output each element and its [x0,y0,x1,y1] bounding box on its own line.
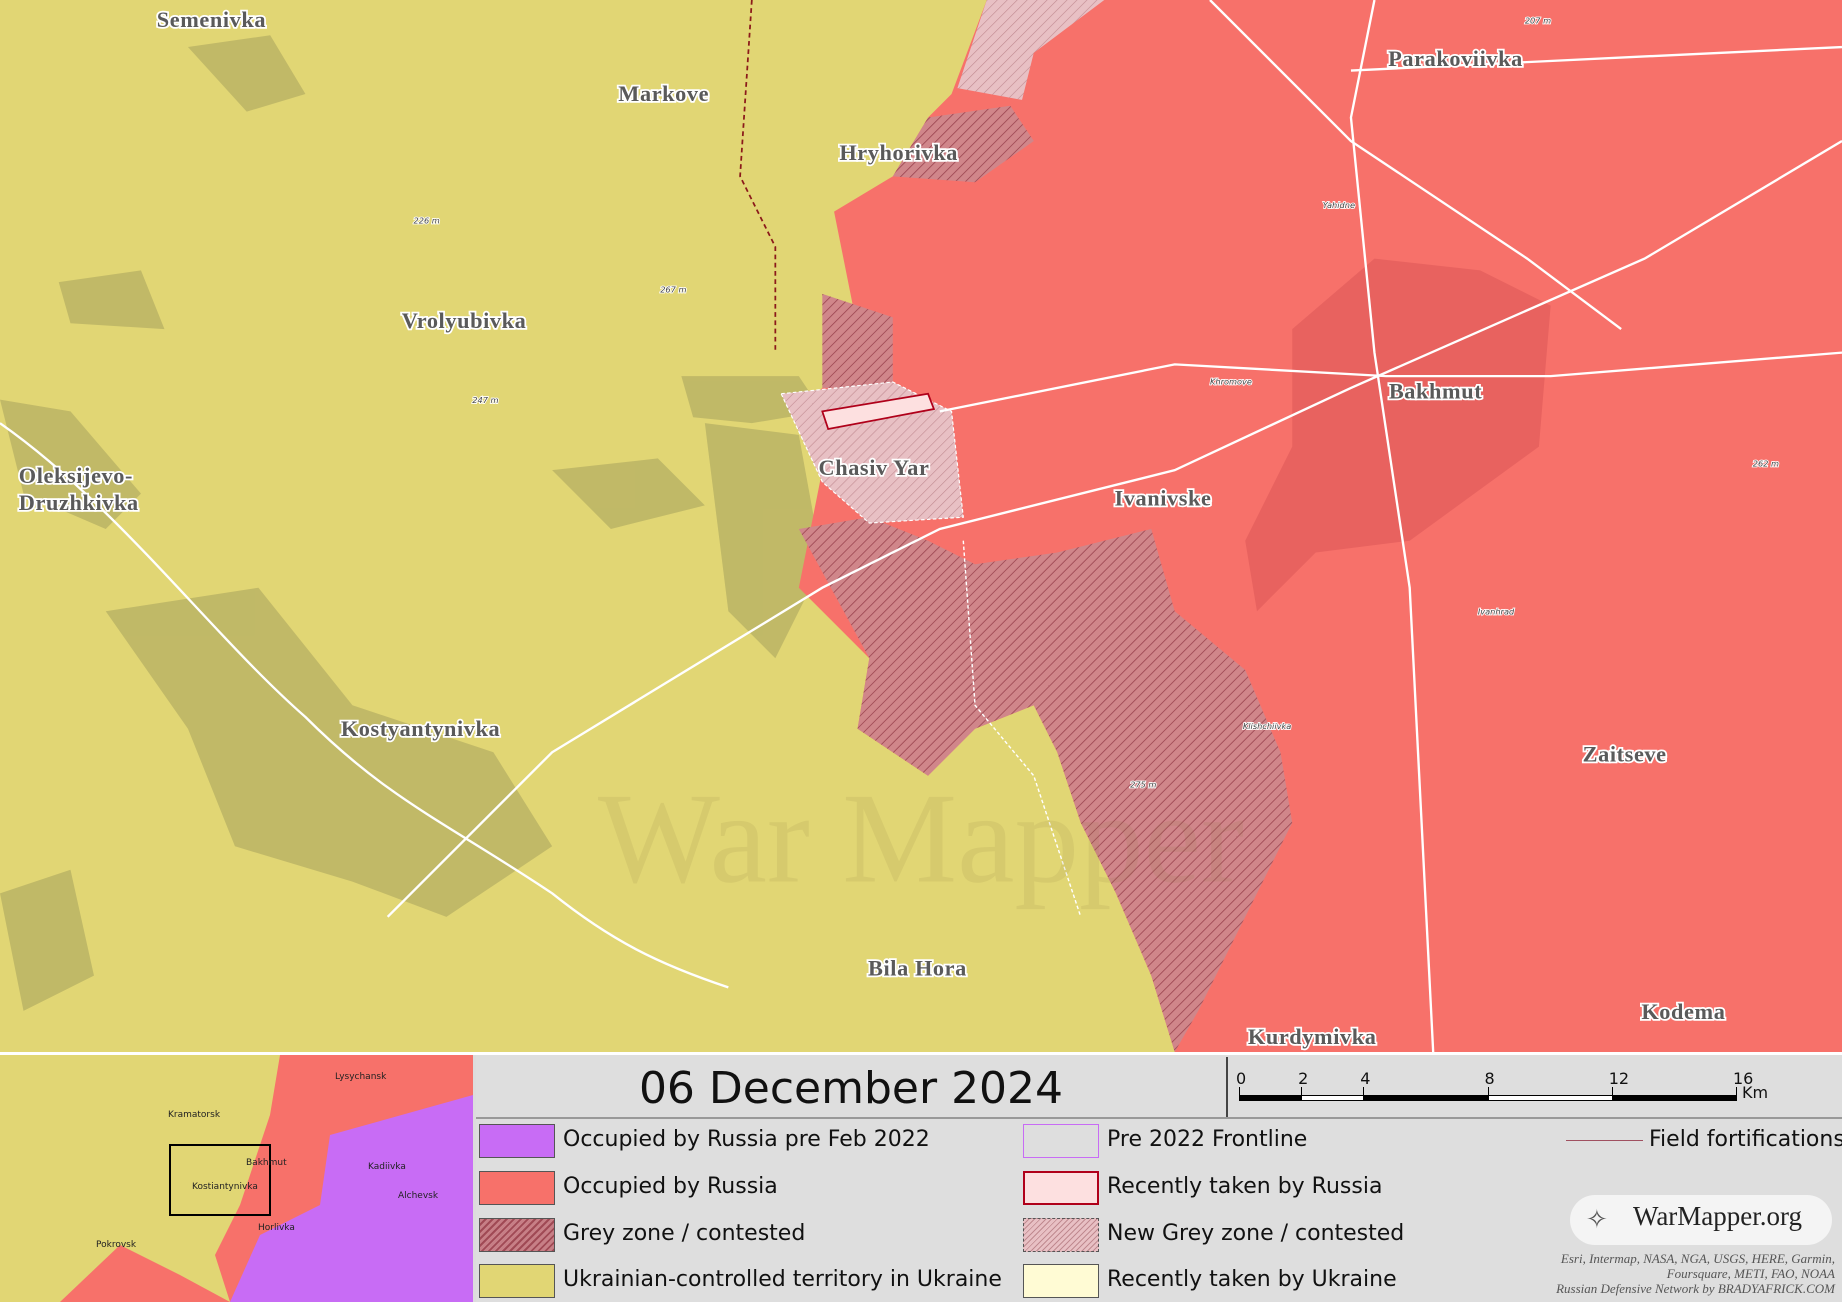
place-label: Kodema [1641,999,1725,1024]
scale-segment [1239,1095,1302,1101]
legend-swatch [1023,1171,1099,1205]
scale-tick-label: 16 [1733,1069,1754,1088]
legend-label: Field fortifications [1649,1127,1842,1152]
attribution-line: Foursquare, METI, FAO, NOAA [1666,1266,1835,1281]
place-label: Kostyantynivka [341,716,500,741]
place-label: Oleksijevo- [19,463,133,488]
elevation-label: 275 m [1130,780,1156,790]
inset-label: Kramatorsk [168,1110,221,1120]
scale-tick-label: 4 [1360,1069,1371,1088]
elevation-label: 207 m [1525,16,1551,26]
date-title: 06 December 2024 [638,1063,1064,1114]
place-label: Semenivka [157,7,266,32]
legend-swatch [1023,1218,1099,1252]
place-label: Markove [618,81,709,106]
legend-label: Recently taken by Russia [1107,1174,1383,1199]
village-label: Klishchiivka [1243,721,1291,731]
place-label: Bakhmut [1389,378,1482,403]
inset-label: Horlivka [258,1223,295,1233]
place-label: Hryhorivka [839,140,958,165]
grey-zone [892,105,1034,183]
brand: WarMapper.org [1633,1201,1803,1231]
place-label: Druzhkivka [19,490,139,515]
inset-label: Lysychansk [335,1072,387,1082]
village-label: Ivanhrad [1478,607,1515,617]
inset-map: Lysychansk Kramatorsk Bakhmut Kostiantyn… [0,1055,473,1302]
inset-label: Pokrovsk [96,1240,137,1250]
legend-label: Ukrainian-controlled territory in Ukrain… [563,1267,1002,1292]
village-label: Khromove [1210,376,1252,386]
place-label: Bila Hora [868,956,967,981]
inset-label: Alchevsk [398,1191,439,1201]
recently-taken-by-russia [821,392,936,431]
legend-label: Grey zone / contested [563,1221,806,1246]
bakhmut-urban [1245,258,1551,612]
legend-label: Pre 2022 Frontline [1107,1127,1308,1152]
scale-tick-label: 0 [1236,1069,1247,1088]
attribution-line: Esri, Intermap, NASA, NGA, USGS, HERE, G… [1560,1251,1835,1266]
grey-zone [798,517,1293,1052]
legend-swatch [479,1218,555,1252]
map: War Mapper Semenivka Markove Hryhorivka … [0,0,1842,1052]
grey-zone [822,293,893,388]
scale-tick [1363,1087,1365,1101]
divider [1226,1057,1228,1117]
legend-swatch [479,1264,555,1298]
scale-tick [1736,1087,1737,1101]
place-label: Ivanivske [1114,485,1211,510]
attribution-line: Russian Defensive Network by BRADYAFRICK… [1556,1281,1835,1296]
legend-label: Occupied by Russia pre Feb 2022 [563,1127,930,1152]
divider [476,1117,1842,1119]
elevation-label: 262 m [1753,459,1779,469]
elevation-label: 226 m [414,215,440,225]
elevation-label: 267 m [660,285,686,295]
scale-tick [1239,1087,1240,1101]
elevation-label: 247 m [472,395,498,405]
scale-tick [1301,1087,1303,1101]
place-label: Zaitseve [1583,742,1667,767]
watermark: War Mapper [598,767,1244,910]
place-label: Kurdymivka [1248,1024,1377,1049]
legend-label: Recently taken by Ukraine [1107,1267,1397,1292]
scale-segment [1363,1095,1488,1101]
place-label: Parakoviivka [1388,46,1523,71]
scale-tick-label: 12 [1608,1069,1630,1088]
legend-swatch [1023,1264,1099,1298]
legend-swatch [1023,1124,1099,1158]
scale-tick-label: 2 [1298,1069,1309,1088]
legend-swatch [479,1124,555,1158]
legend-label: New Grey zone / contested [1107,1221,1405,1246]
place-label: Chasiv Yar [819,455,930,480]
compass-icon: ✧ [1586,1205,1608,1235]
place-label: Vrolyubivka [402,308,527,333]
legend-line [1566,1140,1643,1141]
inset-label: Bakhmut [246,1158,287,1168]
scale-tick [1611,1087,1613,1101]
legend-label: Occupied by Russia [563,1174,778,1199]
attribution: Esri, Intermap, NASA, NGA, USGS, HERE, G… [1556,1251,1835,1296]
new-grey-zone [957,0,1105,100]
inset-label: Kostiantynivka [192,1182,258,1192]
village-label: Yahidne [1323,200,1355,210]
scale-segment [1611,1095,1736,1101]
legend-swatch [479,1171,555,1205]
scale-unit: Km [1742,1083,1769,1102]
scale-tick [1487,1087,1489,1101]
inset-label: Kadiivka [368,1162,406,1172]
scale-tick-label: 8 [1484,1069,1495,1088]
brand-bg [1570,1195,1832,1245]
roads [0,0,1842,1052]
legend-panel: Lysychansk Kramatorsk Bakhmut Kostiantyn… [0,1052,1842,1302]
urban-areas [0,35,823,1011]
